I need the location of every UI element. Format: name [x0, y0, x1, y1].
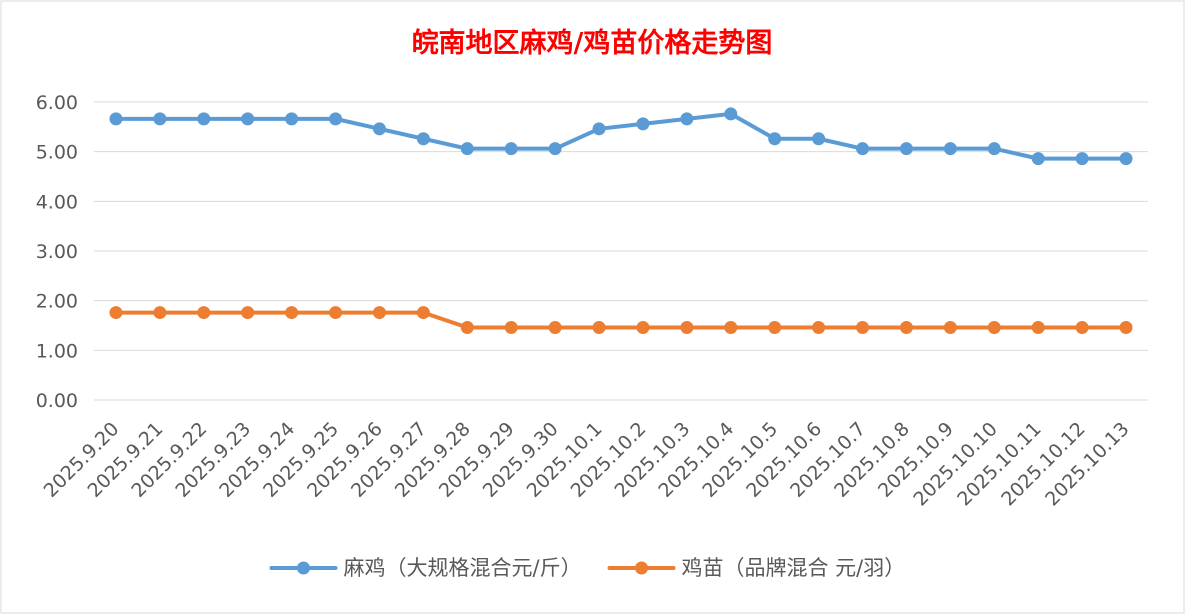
data-point [329, 112, 343, 126]
data-point [1075, 152, 1089, 166]
data-point [197, 112, 211, 126]
data-point [592, 320, 606, 334]
data-point [372, 122, 386, 136]
data-point [1075, 320, 1089, 334]
data-point [285, 112, 299, 126]
data-point [460, 320, 474, 334]
data-point [197, 306, 211, 320]
data-point [987, 320, 1001, 334]
data-point [856, 320, 870, 334]
data-point [504, 320, 518, 334]
data-point [592, 122, 606, 136]
data-point [285, 306, 299, 320]
data-point [416, 306, 430, 320]
data-point [416, 132, 430, 146]
y-tick-label: 3.00 [36, 241, 78, 263]
chart-title: 皖南地区麻鸡/鸡苗价格走势图 [412, 28, 773, 59]
data-point [899, 142, 913, 156]
y-tick-label: 2.00 [36, 291, 78, 313]
gridlines [94, 101, 1148, 401]
data-point [109, 306, 123, 320]
data-point [460, 142, 474, 156]
series-line [113, 111, 1129, 161]
y-tick-label: 5.00 [36, 142, 78, 164]
data-point [548, 142, 562, 156]
y-tick-label: 4.00 [36, 191, 78, 213]
data-point [109, 112, 123, 126]
data-point [153, 306, 167, 320]
data-point [1119, 152, 1133, 166]
data-point [943, 142, 957, 156]
legend: 麻鸡（大规格混合元/斤） 鸡苗（品牌混合 元/羽） [269, 556, 906, 580]
data-point [1031, 152, 1045, 166]
data-point [899, 320, 913, 334]
data-point [504, 142, 518, 156]
legend-swatch-marker [635, 561, 648, 575]
data-point [153, 112, 167, 126]
series-line [113, 310, 1129, 330]
data-point [768, 320, 782, 334]
data-point [680, 112, 694, 126]
data-point [943, 320, 957, 334]
data-point [241, 306, 255, 320]
data-point [1031, 320, 1045, 334]
data-point [856, 142, 870, 156]
data-point [680, 320, 694, 334]
data-point [241, 112, 255, 126]
data-point [812, 132, 826, 146]
series-group [109, 107, 1133, 334]
data-point [548, 320, 562, 334]
data-point [372, 306, 386, 320]
data-point [636, 320, 650, 334]
legend-label: 麻鸡（大规格混合元/斤） [344, 556, 582, 580]
y-tick-label: 6.00 [36, 92, 78, 114]
data-point [636, 117, 650, 131]
y-axis-ticks: 0.00 1.00 2.00 3.00 4.00 5.00 6.00 [36, 92, 78, 412]
y-tick-label: 0.00 [36, 390, 78, 412]
data-point [987, 142, 1001, 156]
data-point [724, 107, 738, 121]
data-point [1119, 320, 1133, 334]
data-point [768, 132, 782, 146]
data-point [724, 320, 738, 334]
data-point [329, 306, 343, 320]
legend-label: 鸡苗（品牌混合 元/羽） [682, 556, 906, 580]
y-tick-label: 1.00 [36, 340, 78, 362]
data-point [812, 320, 826, 334]
legend-swatch-marker [297, 561, 310, 575]
